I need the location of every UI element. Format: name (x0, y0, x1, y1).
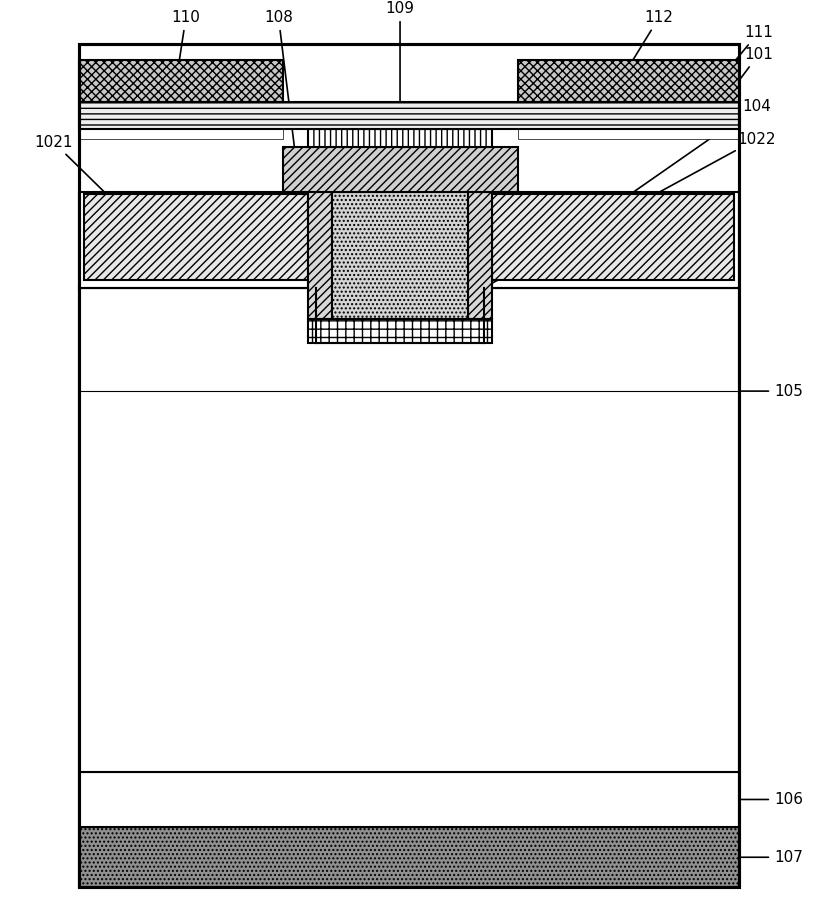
Text: 1022: 1022 (403, 131, 776, 332)
Text: 109: 109 (386, 1, 414, 136)
Bar (492, 192, 739, 288)
Text: 108: 108 (264, 10, 297, 169)
Text: 106: 106 (741, 792, 803, 807)
Bar (79, 61, 283, 102)
Bar (79, 130, 283, 139)
Bar (492, 194, 734, 279)
Bar (283, 147, 518, 192)
Text: 112: 112 (621, 10, 673, 80)
Text: 1021: 1021 (35, 134, 149, 236)
Text: 101: 101 (700, 47, 773, 132)
Bar (518, 61, 739, 102)
Text: 111: 111 (690, 25, 773, 114)
Bar (332, 192, 468, 320)
Bar (79, 288, 739, 772)
Bar (79, 102, 739, 130)
Bar (308, 192, 332, 320)
Bar (518, 130, 739, 139)
Bar (308, 320, 492, 344)
Bar (79, 192, 308, 288)
Text: 110: 110 (172, 10, 201, 80)
Bar (79, 772, 739, 827)
Bar (79, 827, 739, 887)
Bar (79, 44, 739, 887)
Text: 107: 107 (741, 850, 803, 865)
Bar (85, 194, 308, 279)
Text: 104: 104 (582, 98, 771, 228)
Text: 105: 105 (741, 383, 803, 399)
Bar (308, 130, 492, 147)
Bar (468, 192, 492, 320)
